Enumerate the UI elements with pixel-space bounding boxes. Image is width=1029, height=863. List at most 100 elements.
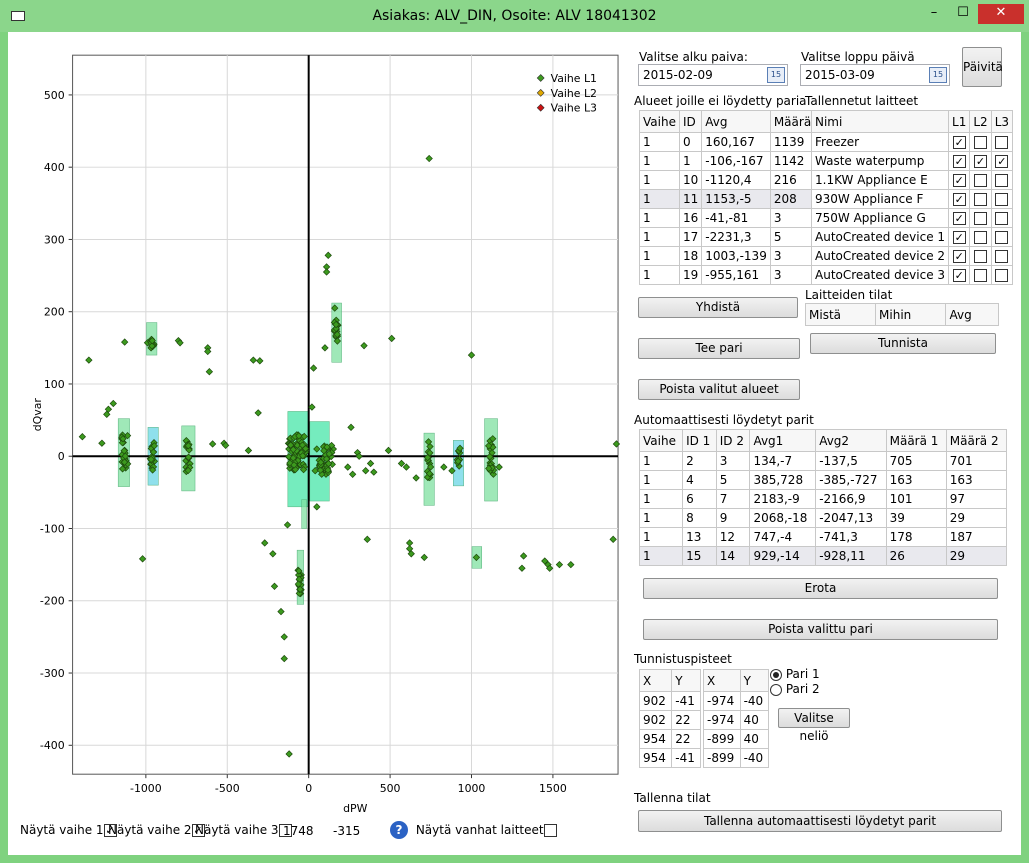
devices-table[interactable]: Nimi L1 L2 L3 Freezer ✓ Waste waterpump ✓ ✓ ✓ 1.1K… — [810, 110, 1014, 285]
device-phase-checkbox[interactable]: ✓ — [952, 174, 966, 187]
pair-2-radio[interactable] — [770, 683, 782, 696]
data-point[interactable] — [348, 470, 357, 478]
data-point[interactable] — [324, 251, 332, 260]
data-point[interactable] — [205, 368, 214, 376]
data-point[interactable] — [456, 444, 464, 452]
data-point[interactable] — [388, 334, 396, 343]
table-row[interactable]: 1 10 -1120,4 216 — [639, 170, 816, 190]
device-phase-checkbox[interactable]: ✓ — [952, 136, 966, 149]
data-point[interactable] — [184, 442, 193, 450]
device-phase-checkbox[interactable] — [974, 231, 988, 244]
column-header[interactable]: Y — [671, 669, 701, 692]
column-header[interactable]: X — [703, 669, 741, 692]
table-row[interactable]: 1 2 3 134,-7 -137,5 705 701 — [638, 451, 1008, 471]
data-point[interactable] — [362, 467, 370, 475]
data-point[interactable] — [467, 351, 476, 359]
table-row[interactable]: 902 22 — [638, 710, 701, 730]
table-row[interactable]: 1.1KW Appliance E ✓ — [810, 170, 1014, 190]
data-point[interactable] — [320, 447, 328, 455]
device-phase-checkbox[interactable]: ✓ — [952, 193, 966, 206]
data-point[interactable] — [104, 405, 113, 413]
table-row[interactable]: 1 16 -41,-81 3 — [639, 208, 816, 228]
column-header[interactable]: Avg2 — [815, 429, 887, 452]
device-phase-checkbox[interactable]: ✓ — [952, 250, 966, 263]
data-point[interactable] — [440, 463, 448, 471]
pair-1-option[interactable]: Pari 1 — [770, 667, 820, 681]
data-point[interactable] — [204, 347, 212, 356]
data-point[interactable] — [289, 454, 297, 462]
data-point[interactable] — [148, 466, 157, 474]
data-point[interactable] — [324, 466, 332, 474]
column-header[interactable]: L2 — [969, 110, 992, 133]
minimize-button[interactable]: – — [930, 5, 938, 20]
data-point[interactable] — [301, 445, 310, 453]
column-header[interactable]: Y — [739, 669, 770, 692]
column-header[interactable]: Avg — [701, 110, 771, 133]
data-point[interactable] — [495, 463, 503, 471]
device-phase-checkbox[interactable] — [995, 269, 1009, 282]
identify-button[interactable]: Tunnista — [810, 333, 996, 354]
data-point[interactable] — [426, 463, 435, 471]
data-point[interactable] — [347, 423, 355, 431]
data-point[interactable] — [425, 469, 434, 478]
unpaired-table[interactable]: Vaihe ID Avg Määrä 1 0 160,167 1139 1 1 -106,-167 1… — [639, 110, 816, 285]
data-point[interactable] — [277, 607, 285, 616]
show-phase-2[interactable]: Näytä vaihe 2 ✓ — [108, 823, 205, 837]
column-header[interactable]: Avg — [945, 303, 999, 326]
table-row[interactable]: 1 6 7 2183,-9 -2166,9 101 97 — [638, 489, 1008, 509]
data-point[interactable] — [261, 539, 269, 547]
data-point[interactable] — [331, 304, 339, 312]
pair-1-radio[interactable] — [770, 668, 782, 681]
column-header[interactable]: Määrä 2 — [945, 429, 1008, 452]
device-phase-checkbox[interactable] — [995, 136, 1009, 149]
data-point[interactable] — [321, 344, 329, 352]
data-point[interactable] — [489, 470, 498, 478]
data-point[interactable] — [316, 466, 325, 474]
column-header[interactable]: ID 2 — [715, 429, 751, 452]
save-auto-pairs-button[interactable]: Tallenna automaattisesti löydetyt parit — [638, 810, 1002, 832]
device-phase-checkbox[interactable] — [974, 136, 988, 149]
remove-selected-areas-button[interactable]: Poista valitut alueet — [638, 379, 800, 400]
table-row[interactable]: 1 11 1153,-5 208 — [639, 189, 816, 209]
table-row[interactable]: 930W Appliance F ✓ — [810, 189, 1014, 209]
data-point[interactable] — [295, 567, 303, 575]
device-phase-checkbox[interactable]: ✓ — [952, 231, 966, 244]
table-row[interactable]: 954 -41 — [638, 748, 701, 768]
help-icon[interactable]: ? — [390, 821, 408, 839]
show-phase-3-checkbox[interactable] — [278, 824, 292, 837]
data-point[interactable] — [280, 654, 288, 663]
data-point[interactable] — [285, 750, 293, 758]
data-point[interactable] — [317, 458, 325, 467]
data-point[interactable] — [366, 459, 375, 468]
column-header[interactable]: Mihin — [875, 303, 947, 326]
column-header[interactable]: Määrä — [769, 110, 816, 133]
selection-area[interactable] — [301, 499, 307, 529]
identification-points-left[interactable]: X Y 902 -41 902 22 954 22 954 -41 — [638, 669, 701, 768]
show-old-devices[interactable]: ? Näytä vanhat laitteet — [390, 821, 557, 839]
data-point[interactable] — [332, 320, 340, 329]
table-row[interactable]: -974 40 — [703, 710, 770, 730]
table-row[interactable]: -899 -40 — [703, 748, 770, 768]
table-row[interactable]: 1 0 160,167 1139 — [639, 132, 816, 152]
data-point[interactable] — [519, 552, 528, 560]
start-date-picker[interactable]: 2015-02-09 15 — [638, 64, 788, 86]
data-point[interactable] — [344, 463, 352, 471]
table-row[interactable]: 1 1 -106,-167 1142 — [639, 151, 816, 171]
column-header[interactable]: Määrä 1 — [885, 429, 947, 452]
device-phase-checkbox[interactable] — [995, 231, 1009, 244]
data-point[interactable] — [363, 535, 371, 544]
data-point[interactable] — [118, 465, 127, 473]
device-phase-checkbox[interactable] — [995, 174, 1009, 187]
data-point[interactable] — [472, 553, 481, 562]
data-point[interactable] — [423, 453, 432, 462]
table-row[interactable]: 1 18 1003,-139 3 — [639, 246, 816, 266]
show-phase-3[interactable]: Näytä vaihe 3 — [195, 823, 292, 837]
data-point[interactable] — [384, 446, 393, 455]
data-point[interactable] — [541, 557, 549, 565]
table-row[interactable]: Waste waterpump ✓ ✓ ✓ — [810, 151, 1014, 171]
data-point[interactable] — [325, 450, 333, 458]
data-point[interactable] — [322, 268, 331, 276]
auto-pairs-table[interactable]: Vaihe ID 1 ID 2 Avg1 Avg2 Määrä 1 Määrä 2 1 2 3 13… — [638, 429, 1008, 566]
data-point[interactable] — [280, 633, 288, 641]
select-square-button[interactable]: Valitse neliö — [778, 708, 850, 743]
